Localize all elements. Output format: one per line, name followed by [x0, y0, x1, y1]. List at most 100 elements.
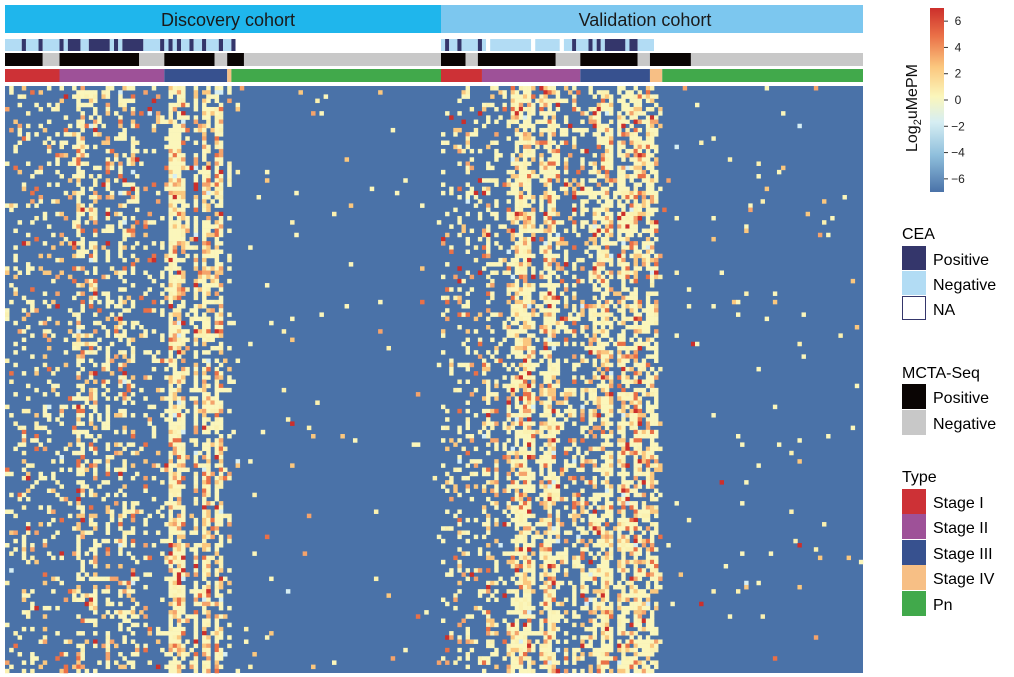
heatmap-cell: [547, 186, 552, 192]
heatmap-cell: [189, 308, 194, 313]
heatmap-cell: [93, 253, 98, 259]
heatmap-cell: [539, 601, 544, 607]
heatmap-cell: [206, 329, 211, 334]
heatmap-cell: [193, 559, 199, 565]
heatmap-cell: [21, 551, 27, 556]
heatmap-cell: [218, 211, 224, 217]
heatmap-cell: [130, 580, 136, 586]
heatmap-cell: [130, 450, 136, 456]
heatmap-cell: [214, 174, 220, 179]
heatmap-cell: [572, 144, 577, 150]
heatmap-cell: [122, 509, 127, 514]
heatmap-cell: [415, 392, 421, 397]
heatmap-cell: [506, 283, 511, 288]
heatmap-cell: [592, 111, 597, 116]
heatmap-cell: [522, 320, 528, 326]
heatmap-cell: [38, 90, 44, 95]
heatmap-cell: [555, 517, 561, 523]
heatmap-cell: [172, 631, 178, 636]
heatmap-cell: [514, 337, 520, 343]
heatmap-cell: [551, 366, 557, 372]
heatmap-cell: [555, 320, 561, 326]
heatmap-cell: [172, 371, 178, 376]
heatmap-cell: [176, 534, 182, 540]
heatmap-cell: [506, 270, 511, 275]
heatmap-cell: [596, 396, 602, 401]
heatmap-cell: [193, 287, 199, 292]
heatmap-cell: [202, 392, 207, 397]
heatmap-cell: [514, 509, 520, 514]
heatmap-cell: [172, 555, 178, 561]
heatmap-cell: [461, 94, 466, 99]
heatmap-cell: [46, 438, 52, 443]
type-segment: [231, 69, 441, 82]
heatmap-cell: [223, 614, 228, 619]
heatmap-cell: [510, 287, 516, 292]
heatmap-cell: [494, 568, 499, 573]
heatmap-cell: [214, 400, 220, 405]
heatmap-cell: [80, 559, 85, 565]
heatmap-cell: [568, 123, 573, 129]
heatmap-cell: [80, 643, 85, 649]
heatmap-cell: [181, 417, 186, 422]
heatmap-cell: [352, 438, 358, 443]
heatmap-cell: [93, 220, 98, 225]
heatmap-cell: [518, 471, 524, 477]
heatmap-cell: [227, 522, 232, 527]
heatmap-cell: [592, 413, 597, 418]
heatmap-cell: [84, 350, 90, 355]
heatmap-cell: [21, 555, 27, 561]
heatmap-cell: [214, 345, 220, 351]
heatmap-cell: [576, 127, 581, 133]
heatmap-cell: [588, 668, 593, 674]
heatmap-cell: [160, 647, 165, 653]
heatmap-cell: [486, 119, 491, 125]
heatmap-cell: [164, 144, 169, 150]
heatmap-cell: [84, 434, 90, 439]
heatmap-cell: [522, 580, 528, 586]
heatmap-cell: [88, 559, 94, 565]
heatmap-cell: [592, 94, 597, 99]
heatmap-cell: [176, 450, 182, 456]
heatmap-cell: [63, 446, 69, 452]
heatmap-cell: [168, 463, 173, 468]
heatmap-cell: [527, 291, 532, 296]
heatmap-cell: [543, 660, 548, 665]
heatmap-cell: [514, 132, 520, 137]
heatmap-cell: [514, 304, 520, 309]
heatmap-cell: [539, 358, 544, 364]
heatmap-cell: [510, 169, 516, 175]
heatmap-cell: [206, 572, 211, 577]
heatmap-cell: [38, 320, 44, 326]
heatmap-cell: [311, 664, 316, 670]
heatmap-cell: [214, 580, 220, 586]
heatmap-cell: [555, 324, 561, 330]
heatmap-cell: [596, 656, 602, 661]
heatmap-cell: [214, 211, 220, 217]
heatmap-cell: [580, 639, 585, 644]
heatmap-cell: [55, 106, 60, 112]
heatmap-cell: [465, 538, 470, 544]
heatmap-cell: [88, 123, 94, 129]
heatmap-cell: [172, 501, 178, 506]
heatmap-cell: [76, 333, 81, 338]
heatmap-cell: [93, 270, 98, 275]
heatmap-cell: [176, 337, 182, 343]
heatmap-cell: [59, 257, 64, 263]
heatmap-cell: [193, 119, 199, 125]
heatmap-cell: [139, 387, 144, 393]
heatmap-cell: [210, 308, 215, 313]
heatmap-cell: [151, 354, 157, 359]
heatmap-cell: [486, 467, 491, 473]
heatmap-cell: [572, 136, 577, 141]
heatmap-cell: [134, 601, 140, 607]
mcta-segment: [477, 53, 556, 66]
heatmap-cell: [527, 601, 532, 607]
heatmap-cell: [76, 371, 81, 376]
heatmap-cell: [206, 106, 211, 112]
heatmap-cell: [30, 266, 35, 271]
heatmap-cell: [76, 488, 81, 494]
heatmap-cell: [555, 144, 561, 150]
heatmap-cell: [547, 660, 552, 665]
heatmap-cell: [76, 496, 81, 502]
